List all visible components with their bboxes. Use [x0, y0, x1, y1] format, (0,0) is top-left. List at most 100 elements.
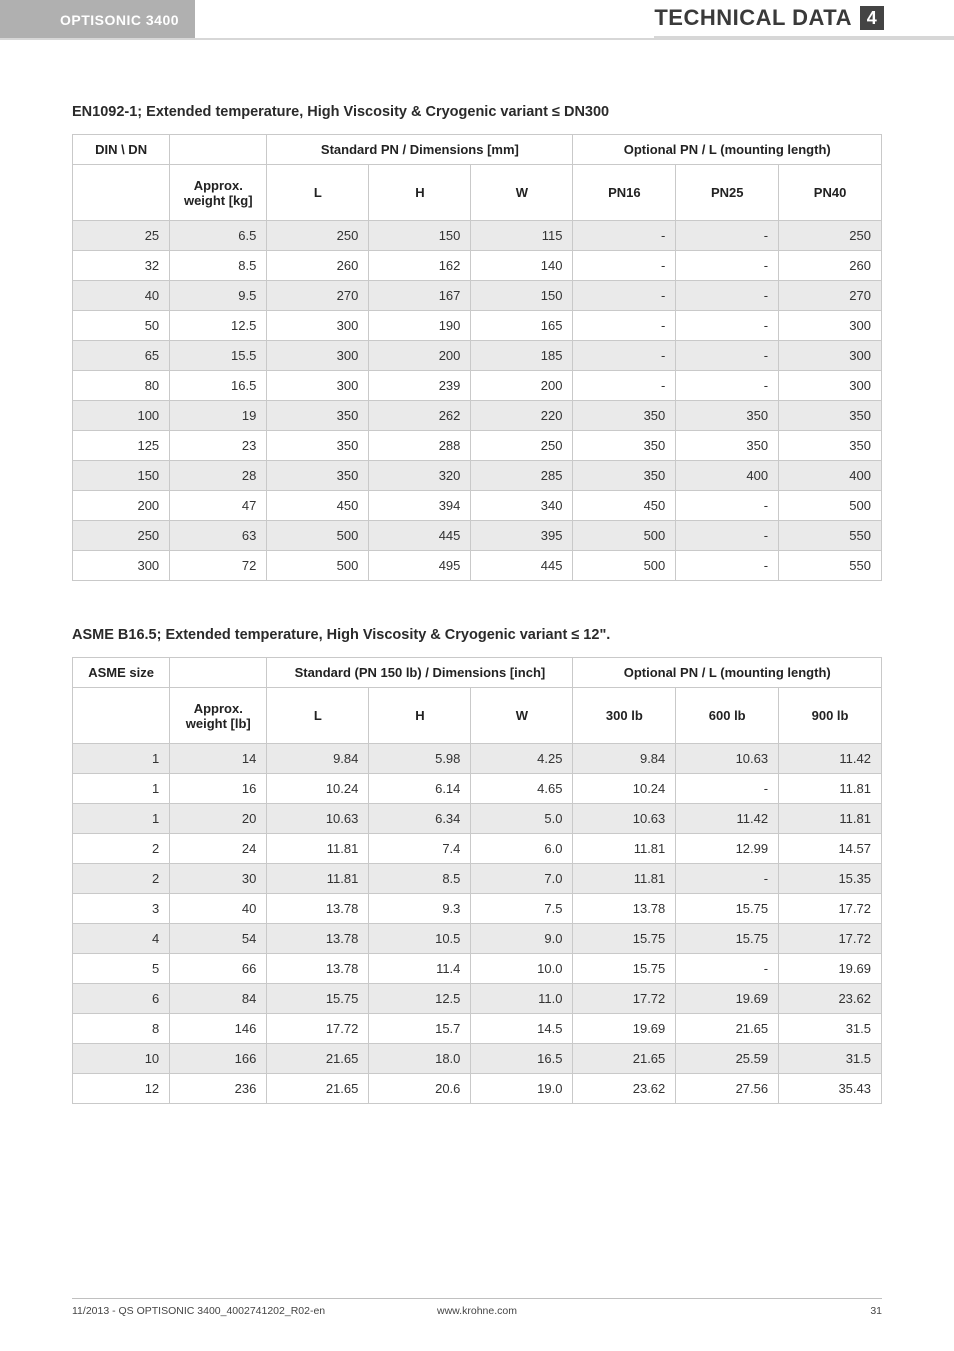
table-row: 23011.818.57.011.81-15.35 — [73, 864, 882, 894]
table-cell: 54 — [170, 924, 267, 954]
table-cell: 10.63 — [573, 804, 676, 834]
table-cell: 500 — [267, 521, 369, 551]
footer-right: 31 — [612, 1305, 882, 1317]
table-cell: - — [573, 311, 676, 341]
table-cell: 9.84 — [573, 744, 676, 774]
table-cell: - — [676, 341, 779, 371]
table-cell: 18.0 — [369, 1044, 471, 1074]
table-cell: 239 — [369, 371, 471, 401]
table-cell: 500 — [573, 551, 676, 581]
table-cell: 47 — [170, 491, 267, 521]
table-cell: 300 — [73, 551, 170, 581]
table-cell: 300 — [779, 311, 882, 341]
table-cell: 31.5 — [779, 1044, 882, 1074]
t1-h-std: Standard PN / Dimensions [mm] — [267, 135, 573, 165]
table-cell: 19.69 — [573, 1014, 676, 1044]
table-cell: 21.65 — [267, 1044, 369, 1074]
table-cell: 15.75 — [676, 894, 779, 924]
table-cell: 190 — [369, 311, 471, 341]
table-cell: 15.75 — [267, 984, 369, 1014]
table-cell: 167 — [369, 281, 471, 311]
table-cell: 5.98 — [369, 744, 471, 774]
table-cell: 2 — [73, 864, 170, 894]
table-cell: 14.57 — [779, 834, 882, 864]
table-cell: 17.72 — [779, 924, 882, 954]
table-cell: 17.72 — [779, 894, 882, 924]
table-row: 68415.7512.511.017.7219.6923.62 — [73, 984, 882, 1014]
table-cell: 10.0 — [471, 954, 573, 984]
table-cell: 8 — [73, 1014, 170, 1044]
table-cell: 23 — [170, 431, 267, 461]
table-cell: 20.6 — [369, 1074, 471, 1104]
table-cell: 21.65 — [573, 1044, 676, 1074]
table-cell: 350 — [779, 431, 882, 461]
header-spacer — [195, 0, 654, 38]
table-cell: 25 — [73, 221, 170, 251]
table-row: 34013.789.37.513.7815.7517.72 — [73, 894, 882, 924]
table-cell: 23.62 — [779, 984, 882, 1014]
table-cell: 30 — [170, 864, 267, 894]
table-cell: 6.5 — [170, 221, 267, 251]
table-cell: 17.72 — [267, 1014, 369, 1044]
table-cell: 13.78 — [267, 924, 369, 954]
table-cell: 260 — [779, 251, 882, 281]
table-cell: 166 — [170, 1044, 267, 1074]
table-cell: 1 — [73, 774, 170, 804]
table-cell: 21.65 — [267, 1074, 369, 1104]
table-cell: 162 — [369, 251, 471, 281]
table-row: 256.5250150115--250 — [73, 221, 882, 251]
table-cell: 16.5 — [471, 1044, 573, 1074]
table-cell: 9.3 — [369, 894, 471, 924]
table-row: 409.5270167150--270 — [73, 281, 882, 311]
table-cell: 6.14 — [369, 774, 471, 804]
t1-h-din: DIN \ DN — [73, 135, 170, 165]
table-cell: 550 — [779, 521, 882, 551]
table-cell: 15.75 — [573, 954, 676, 984]
table-cell: 2 — [73, 834, 170, 864]
table-cell: 13.78 — [573, 894, 676, 924]
table-row: 22411.817.46.011.8112.9914.57 — [73, 834, 882, 864]
t1-h-blank — [170, 135, 267, 165]
table-cell: 10.63 — [267, 804, 369, 834]
t1-sh-PN25: PN25 — [676, 165, 779, 221]
table-cell: 17.72 — [573, 984, 676, 1014]
table-cell: 32 — [73, 251, 170, 281]
table-cell: 262 — [369, 401, 471, 431]
table-cell: 14.5 — [471, 1014, 573, 1044]
table-row: 1223621.6520.619.023.6227.5635.43 — [73, 1074, 882, 1104]
table-cell: 6.0 — [471, 834, 573, 864]
table-cell: 11.81 — [267, 834, 369, 864]
table-cell: 395 — [471, 521, 573, 551]
table-cell: 5 — [73, 954, 170, 984]
table-cell: 450 — [573, 491, 676, 521]
table-cell: 7.0 — [471, 864, 573, 894]
table-cell: 11.81 — [267, 864, 369, 894]
table-cell: 4.25 — [471, 744, 573, 774]
table-row: 814617.7215.714.519.6921.6531.5 — [73, 1014, 882, 1044]
table-cell: - — [676, 521, 779, 551]
table-cell: 15.75 — [676, 924, 779, 954]
table1: DIN \ DN Standard PN / Dimensions [mm] O… — [72, 134, 882, 581]
table-cell: 16 — [170, 774, 267, 804]
table-cell: 1 — [73, 744, 170, 774]
table-cell: 350 — [267, 431, 369, 461]
table-cell: 16.5 — [170, 371, 267, 401]
table-cell: 12.99 — [676, 834, 779, 864]
table-cell: 10.24 — [573, 774, 676, 804]
table-cell: 80 — [73, 371, 170, 401]
table-cell: - — [573, 281, 676, 311]
table-row: 12010.636.345.010.6311.4211.81 — [73, 804, 882, 834]
table-cell: - — [676, 371, 779, 401]
table-cell: 10 — [73, 1044, 170, 1074]
table-cell: 350 — [676, 401, 779, 431]
table-cell: 250 — [779, 221, 882, 251]
table-cell: 21.65 — [676, 1014, 779, 1044]
table-row: 1016621.6518.016.521.6525.5931.5 — [73, 1044, 882, 1074]
table-cell: 12 — [73, 1074, 170, 1104]
table-cell: 260 — [267, 251, 369, 281]
page-footer: 11/2013 - QS OPTISONIC 3400_4002741202_R… — [72, 1298, 882, 1317]
table-cell: 11.81 — [573, 834, 676, 864]
table-cell: 300 — [267, 371, 369, 401]
table-cell: 9.84 — [267, 744, 369, 774]
table-cell: - — [573, 341, 676, 371]
